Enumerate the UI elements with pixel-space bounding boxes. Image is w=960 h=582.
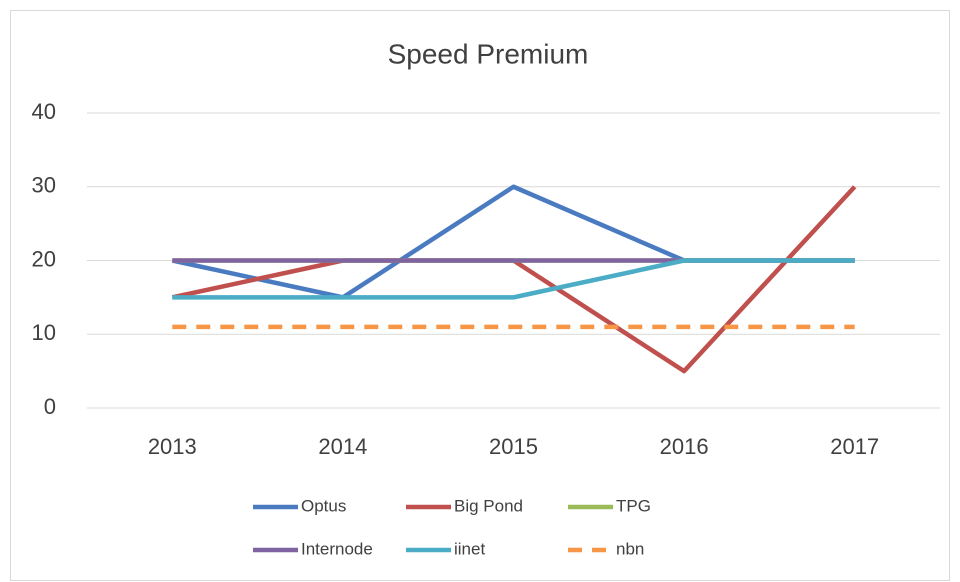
x-tick-label: 2014 bbox=[318, 434, 367, 459]
chart-title: Speed Premium bbox=[388, 38, 589, 69]
x-tick-label: 2016 bbox=[660, 434, 709, 459]
legend-label: nbn bbox=[616, 539, 644, 558]
series-line bbox=[172, 258, 855, 300]
x-tick-label: 2015 bbox=[489, 434, 538, 459]
legend-label: Big Pond bbox=[454, 496, 523, 515]
y-tick-label: 10 bbox=[32, 320, 56, 345]
legend-label: iinet bbox=[454, 539, 485, 558]
y-tick-label: 20 bbox=[32, 246, 56, 271]
x-tick-label: 2013 bbox=[148, 434, 197, 459]
y-tick-label: 30 bbox=[32, 173, 56, 198]
y-tick-label: 40 bbox=[32, 99, 56, 124]
legend-label: Optus bbox=[301, 496, 346, 515]
legend-label: TPG bbox=[616, 496, 651, 515]
legend-label: Internode bbox=[301, 539, 373, 558]
y-tick-label: 0 bbox=[44, 394, 56, 419]
x-tick-label: 2017 bbox=[830, 434, 879, 459]
